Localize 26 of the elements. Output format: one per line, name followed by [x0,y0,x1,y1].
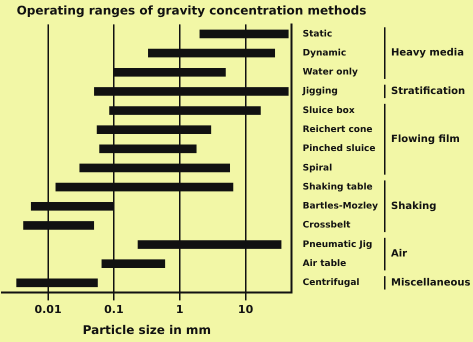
y-tick-label: Bartles-Mozley [302,202,378,212]
y-tick-label: Static [302,29,332,40]
y-tick-label: Sluice box [302,106,355,116]
x-tick-label: 10 [238,302,254,316]
text: Flowing film [391,134,460,145]
x-axis-title: Particle size in mm [82,322,211,337]
x-tick-label: 0.01 [34,302,62,316]
text: Shaking [391,200,436,212]
y-tick-label: Dynamic [302,48,346,58]
text: Air [391,248,408,260]
y-tick-label: Water only [302,68,358,78]
y-tick-label: Jigging [302,86,338,97]
y-tick-label: Reichert cone [302,125,372,136]
x-tick-label: 1 [176,302,184,316]
y-tick-label: Pneumatic Jig [302,240,372,250]
y-tick-label: Air table [302,259,346,270]
text: Heavy media [391,48,464,59]
chart-title: Operating ranges of gravity concentration methods [16,3,366,18]
y-tick-label: Shaking table [302,182,373,192]
x-tick-label: 0.1 [104,302,124,316]
text: Miscellaneous [391,277,471,288]
y-tick-label: Pinched sluice [302,144,376,154]
y-tick-label: Spiral [302,163,332,174]
y-tick-label: Crossbelt [302,220,352,231]
text: Stratification [391,86,466,97]
y-tick-label: Centrifugal [302,278,360,288]
